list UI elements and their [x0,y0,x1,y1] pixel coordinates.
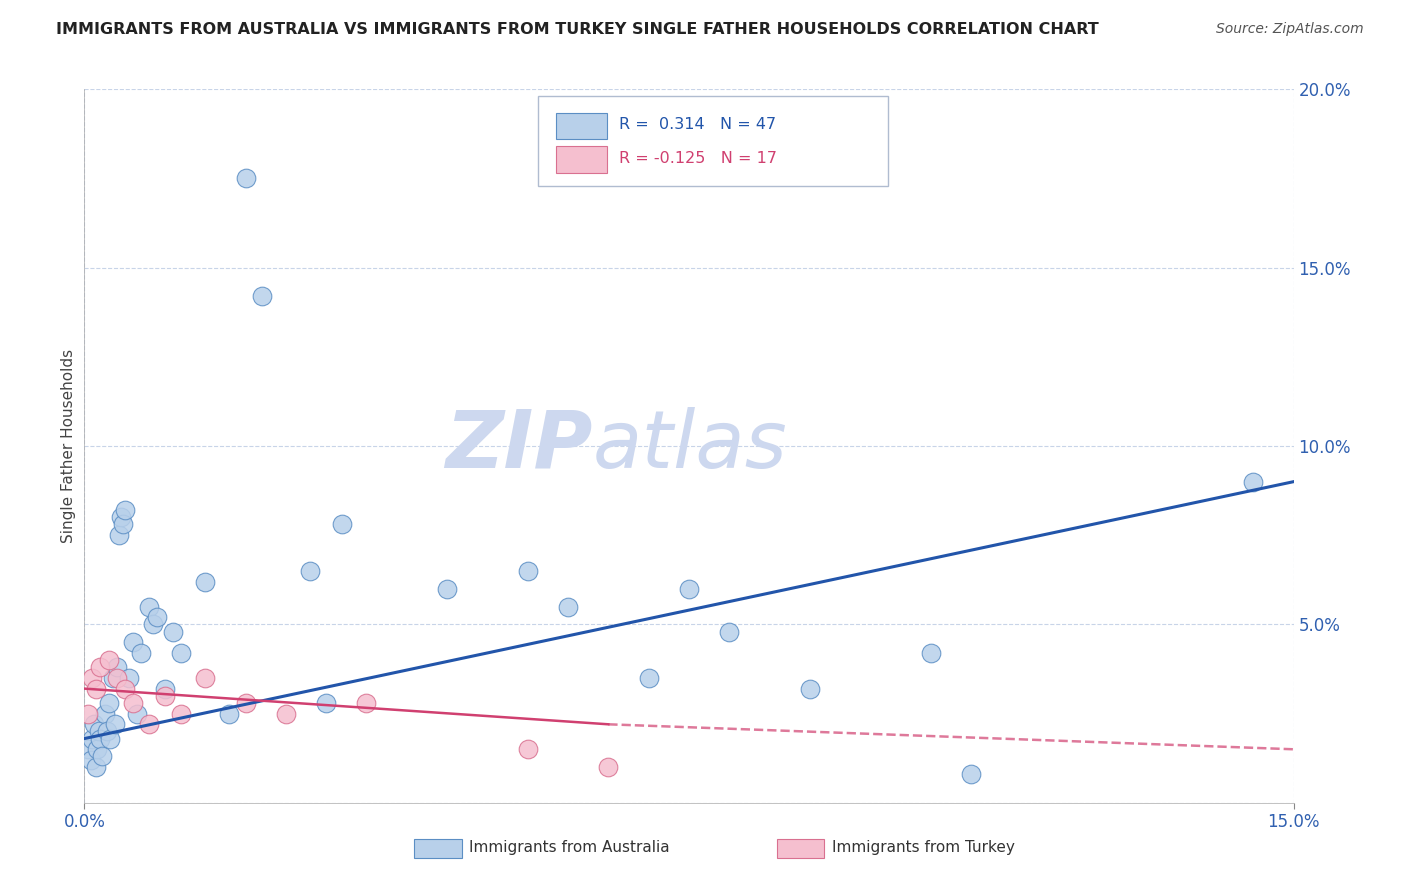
Text: atlas: atlas [592,407,787,485]
Point [118,671,141,685]
Point [98,731,121,746]
FancyBboxPatch shape [778,839,824,858]
Point [218,706,240,721]
Point [87,724,110,739]
Point [114,681,136,696]
Point [250,289,273,303]
Point [121,696,143,710]
Point [557,599,579,614]
Point [162,624,184,639]
Point [77,742,100,756]
Point [146,610,169,624]
Point [89,731,111,746]
Point [274,706,297,721]
Text: IMMIGRANTS FROM AUSTRALIA VS IMMIGRANTS FROM TURKEY SINGLE FATHER HOUSEHOLDS COR: IMMIGRANTS FROM AUSTRALIA VS IMMIGRANTS … [56,22,1099,37]
Point [170,706,193,721]
FancyBboxPatch shape [555,146,607,173]
Point [96,724,118,739]
Point [93,706,115,721]
Point [77,706,100,721]
Point [86,681,108,696]
Point [84,760,107,774]
Point [598,760,620,774]
Point [114,503,136,517]
Point [799,681,821,696]
Point [315,696,337,710]
Point [153,689,176,703]
Point [1241,475,1264,489]
Point [516,742,538,756]
Text: R =  0.314   N = 47: R = 0.314 N = 47 [619,118,776,132]
Point [82,671,104,685]
Point [89,660,111,674]
Text: Immigrants from Turkey: Immigrants from Turkey [831,840,1015,855]
Point [637,671,659,685]
Point [121,635,143,649]
Point [91,749,114,764]
Point [112,517,135,532]
FancyBboxPatch shape [538,96,889,186]
FancyBboxPatch shape [555,112,607,139]
Point [110,510,132,524]
Point [125,706,148,721]
Point [86,742,108,756]
Point [235,696,257,710]
Point [129,646,152,660]
Point [235,171,257,186]
Point [718,624,741,639]
Point [97,653,120,667]
Point [97,696,120,710]
Point [138,717,160,731]
Point [83,717,105,731]
Point [108,528,131,542]
Point [356,696,378,710]
Point [170,646,193,660]
Text: R = -0.125   N = 17: R = -0.125 N = 17 [619,151,776,166]
FancyBboxPatch shape [415,839,461,858]
Point [960,767,983,781]
Point [678,582,700,596]
Point [104,717,127,731]
Point [105,660,128,674]
Point [101,671,124,685]
Y-axis label: Single Father Households: Single Father Households [60,349,76,543]
Point [194,574,217,589]
Point [194,671,217,685]
Point [436,582,458,596]
Point [138,599,160,614]
Text: Source: ZipAtlas.com: Source: ZipAtlas.com [1216,22,1364,37]
Point [153,681,176,696]
Text: Immigrants from Australia: Immigrants from Australia [468,840,669,855]
Text: ZIP: ZIP [444,407,592,485]
Point [105,671,128,685]
Point [80,753,103,767]
Point [920,646,942,660]
Point [516,564,538,578]
Point [299,564,322,578]
Point [330,517,353,532]
Point [142,617,165,632]
Point [82,731,104,746]
